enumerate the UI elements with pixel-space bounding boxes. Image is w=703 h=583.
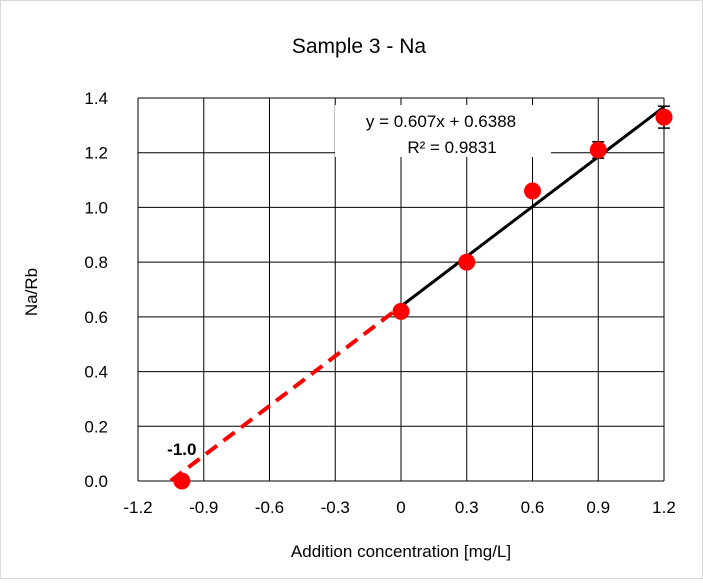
chart-title: Sample 3 - Na <box>292 35 427 58</box>
data-point <box>458 253 476 271</box>
extrapolation-line <box>169 304 403 483</box>
y-tick-label: 1.2 <box>84 144 108 163</box>
x-intercept-label: -1.0 <box>167 440 196 459</box>
y-tick-label: 1.0 <box>84 198 108 217</box>
y-tick-label: 1.4 <box>84 89 108 108</box>
y-axis-label: Na/Rb <box>22 268 41 316</box>
equation-box <box>335 105 551 157</box>
x-tick-label: -0.3 <box>321 498 350 517</box>
x-tick-label: 0.6 <box>521 498 545 517</box>
x-tick-label: -1.2 <box>123 498 152 517</box>
x-tick-label: -0.9 <box>189 498 218 517</box>
x-tick-label: 0.9 <box>586 498 610 517</box>
y-tick-label: 0.2 <box>84 417 108 436</box>
x-tick-label: 1.2 <box>652 498 676 517</box>
y-tick-label: 0.4 <box>84 363 108 382</box>
fit-line <box>400 105 665 308</box>
x-tick-label: 0 <box>396 498 405 517</box>
data-point <box>589 141 607 159</box>
data-point <box>392 302 410 320</box>
y-tick-label: 0.8 <box>84 253 108 272</box>
y-tick-label: 0.0 <box>84 472 108 491</box>
x-tick-label: -0.6 <box>255 498 284 517</box>
x-tick-label: 0.3 <box>455 498 479 517</box>
fit-r-squared: R² = 0.9831 <box>407 138 496 157</box>
fit-equation: y = 0.607x + 0.6388 <box>366 112 516 131</box>
x-intercept-point <box>173 472 191 490</box>
data-point <box>655 108 673 126</box>
x-axis-label: Addition concentration [mg/L] <box>291 542 511 561</box>
y-tick-label: 0.6 <box>84 308 108 327</box>
data-point <box>524 182 541 200</box>
